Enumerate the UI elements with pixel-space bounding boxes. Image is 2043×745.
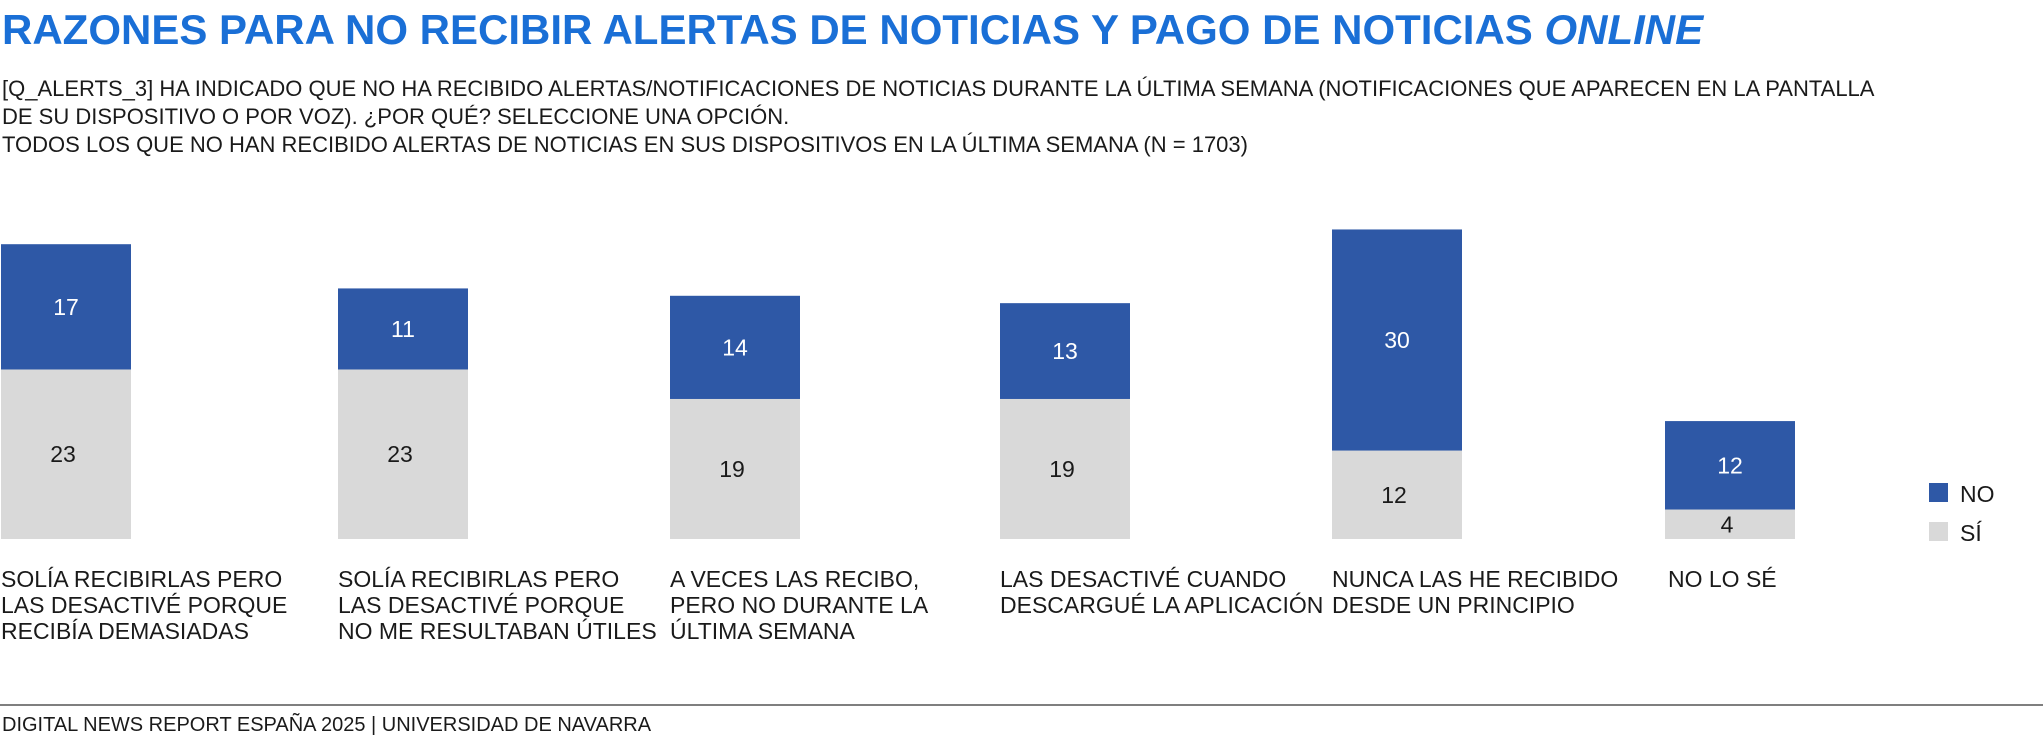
value-label-no-1: 11 <box>391 316 415 342</box>
value-label-si-3: 19 <box>1049 456 1075 482</box>
category-label-line: ÚLTIMA SEMANA <box>670 618 855 644</box>
chart-title-italic: ONLINE <box>1544 6 1704 53</box>
bar-si-1 <box>338 369 468 539</box>
category-label-4: NUNCA LAS HE RECIBIDO DESDE UN PRINCIPIO <box>1332 566 1618 618</box>
bar-no-1 <box>338 288 468 370</box>
category-label-line: PERO NO DURANTE LA <box>670 592 929 618</box>
bar-no-0 <box>1 244 131 370</box>
category-label-line: NO ME RESULTABAN ÚTILES <box>338 618 657 644</box>
category-label-line: DESCARGUÉ LA APLICACIÓN <box>1000 592 1324 618</box>
value-label-no-4: 30 <box>1384 327 1410 353</box>
category-label-line: SOLÍA RECIBIRLAS PERO <box>1 566 283 592</box>
category-label-line: NO LO SÉ <box>1668 566 1777 592</box>
legend-label-no: NO <box>1960 481 1995 507</box>
category-label-1: SOLÍA RECIBIRLAS PERO LAS DESACTIVÉ PORQU… <box>338 566 657 644</box>
bar-no-4 <box>1332 229 1462 451</box>
value-label-no-5: 12 <box>1717 452 1743 478</box>
category-label-line: A VECES LAS RECIBO, <box>670 566 920 592</box>
value-label-si-2: 19 <box>719 456 745 482</box>
value-label-no-0: 17 <box>53 294 79 320</box>
value-label-si-5: 4 <box>1721 511 1734 537</box>
value-label-si-1: 23 <box>387 441 413 467</box>
category-label-line: NUNCA LAS HE RECIBIDO <box>1332 566 1619 592</box>
category-label-line: SOLÍA RECIBIRLAS PERO <box>338 566 620 592</box>
bar-si-0 <box>1 369 131 539</box>
subtitle-line-2: DE SU DISPOSITIVO O POR VOZ). ¿POR QUÉ? … <box>2 104 790 129</box>
category-label-line: LAS DESACTIVÉ PORQUE <box>1 592 288 618</box>
legend-swatch-no <box>1929 483 1948 502</box>
subtitle-line-3: TODOS LOS QUE NO HAN RECIBIDO ALERTAS DE… <box>2 132 1248 157</box>
category-label-line: LAS DESACTIVÉ CUANDO <box>1000 566 1287 592</box>
legend-label-si: SÍ <box>1960 520 1982 546</box>
value-label-no-3: 13 <box>1052 338 1078 364</box>
bar-si-2 <box>670 398 800 539</box>
bar-si-5 <box>1665 509 1795 539</box>
bar-no-5 <box>1665 421 1795 510</box>
stacked-bar-chart: 23 17 23 11 19 14 19 13 12 30 4 12 <box>1 229 1795 539</box>
value-label-si-4: 12 <box>1381 482 1407 508</box>
subtitle-line-1: [Q_ALERTS_3] HA INDICADO QUE NO HA RECIB… <box>2 76 1875 101</box>
category-label-line: LAS DESACTIVÉ PORQUE <box>338 592 625 618</box>
footer-source: DIGITAL NEWS REPORT ESPAÑA 2025 | UNIVER… <box>2 714 652 736</box>
legend-swatch-si <box>1929 522 1948 541</box>
chart-title-main: RAZONES PARA NO RECIBIR ALERTAS DE NOTIC… <box>2 6 1533 53</box>
category-label-line: RECIBÍA DEMASIADAS <box>1 618 249 644</box>
chart-title: RAZONES PARA NO RECIBIR ALERTAS DE NOTIC… <box>2 6 1703 54</box>
category-label-5: NO LO SÉ <box>1668 566 1777 592</box>
bar-no-2 <box>670 295 800 399</box>
value-label-si-0: 23 <box>50 441 76 467</box>
category-label-2: A VECES LAS RECIBO, PERO NO DURANTE LA ÚLT… <box>670 566 928 644</box>
footer-divider <box>0 704 2043 706</box>
category-label-3: LAS DESACTIVÉ CUANDO DESCARGUÉ LA APLICAC… <box>1000 566 1323 618</box>
category-label-line: DESDE UN PRINCIPIO <box>1332 592 1575 618</box>
value-label-no-2: 14 <box>722 334 748 360</box>
category-label-0: SOLÍA RECIBIRLAS PERO LAS DESACTIVÉ PORQU… <box>1 566 287 644</box>
bar-no-3 <box>1000 303 1130 399</box>
bar-si-3 <box>1000 398 1130 539</box>
bar-si-4 <box>1332 450 1462 539</box>
